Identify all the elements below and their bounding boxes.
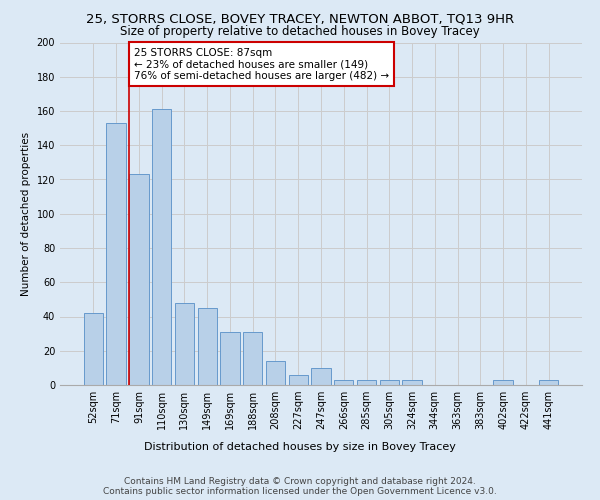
Bar bbox=[357, 380, 376, 385]
Bar bbox=[493, 380, 513, 385]
Bar bbox=[106, 123, 126, 385]
Text: Contains HM Land Registry data © Crown copyright and database right 2024.: Contains HM Land Registry data © Crown c… bbox=[124, 478, 476, 486]
Bar bbox=[129, 174, 149, 385]
Text: Contains public sector information licensed under the Open Government Licence v3: Contains public sector information licen… bbox=[103, 488, 497, 496]
Bar bbox=[289, 374, 308, 385]
Bar bbox=[152, 110, 172, 385]
Bar bbox=[197, 308, 217, 385]
Bar bbox=[266, 361, 285, 385]
Bar bbox=[539, 380, 558, 385]
Text: 25 STORRS CLOSE: 87sqm
← 23% of detached houses are smaller (149)
76% of semi-de: 25 STORRS CLOSE: 87sqm ← 23% of detached… bbox=[134, 48, 389, 81]
Bar bbox=[380, 380, 399, 385]
Text: Distribution of detached houses by size in Bovey Tracey: Distribution of detached houses by size … bbox=[144, 442, 456, 452]
Bar bbox=[334, 380, 353, 385]
Bar bbox=[220, 332, 239, 385]
Text: Size of property relative to detached houses in Bovey Tracey: Size of property relative to detached ho… bbox=[120, 25, 480, 38]
Bar bbox=[84, 313, 103, 385]
Bar bbox=[175, 303, 194, 385]
Bar bbox=[243, 332, 262, 385]
Text: 25, STORRS CLOSE, BOVEY TRACEY, NEWTON ABBOT, TQ13 9HR: 25, STORRS CLOSE, BOVEY TRACEY, NEWTON A… bbox=[86, 12, 514, 26]
Bar bbox=[311, 368, 331, 385]
Y-axis label: Number of detached properties: Number of detached properties bbox=[21, 132, 31, 296]
Bar bbox=[403, 380, 422, 385]
